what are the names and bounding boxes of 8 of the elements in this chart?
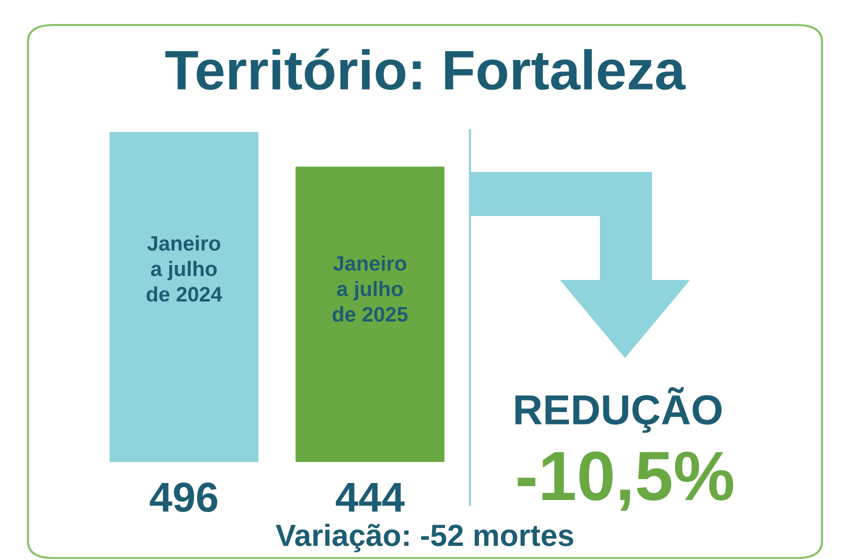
data-label: 444 xyxy=(336,482,405,512)
text: -10,5% xyxy=(518,451,734,511)
data-label: 496 xyxy=(150,482,218,512)
text: REDUÇÃO xyxy=(515,387,722,433)
chart-title: Território: Fortaleza xyxy=(165,48,686,90)
text: Variação: -52 mortes xyxy=(276,524,574,552)
x-tick-label: Janeiro a julho de 2025 xyxy=(332,255,408,322)
x-tick-label: Janeiro a julho de 2024 xyxy=(146,235,222,302)
